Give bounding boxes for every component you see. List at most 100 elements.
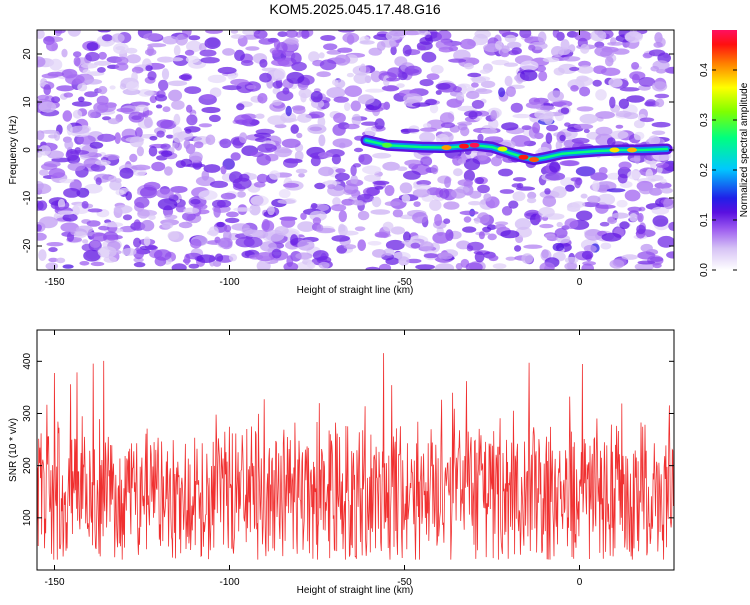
- noise-cell: [131, 71, 138, 83]
- noise-cell: [598, 167, 608, 175]
- noise-cell: [419, 79, 434, 87]
- figure-title: KOM5.2025.045.17.48.G16: [269, 1, 440, 17]
- noise-cell: [656, 166, 663, 174]
- noise-cell: [62, 213, 78, 222]
- noise-cell: [463, 62, 474, 70]
- noise-cell: [249, 204, 261, 216]
- noise-cell: [443, 218, 451, 224]
- noise-cell: [539, 262, 555, 270]
- noise-cell: [312, 217, 322, 225]
- noise-cell: [378, 263, 392, 270]
- x-tick-label: 0: [577, 577, 583, 588]
- noise-cell: [526, 197, 537, 204]
- noise-cell: [469, 190, 482, 199]
- noise-cell: [290, 234, 299, 246]
- heatmap-signal-track: [360, 134, 673, 166]
- noise-cell: [544, 188, 551, 195]
- noise-cell: [43, 84, 51, 96]
- noise-cell: [73, 231, 87, 239]
- noise-cell: [577, 65, 594, 74]
- track-peak: [441, 145, 452, 151]
- noise-cell: [204, 37, 221, 49]
- noise-cell: [97, 133, 116, 142]
- snr-y-axis: 100 200 300 400: [22, 353, 674, 526]
- noise-cell: [624, 189, 641, 202]
- noise-cell: [650, 160, 657, 170]
- track-peak: [469, 142, 480, 148]
- noise-cell: [359, 63, 367, 75]
- noise-cell: [538, 207, 555, 218]
- noise-cell: [436, 30, 452, 41]
- noise-cell: [575, 76, 594, 87]
- noise-cell: [222, 85, 242, 91]
- noise-cell: [487, 233, 497, 241]
- noise-cell: [611, 212, 629, 219]
- noise-cell: [312, 250, 329, 261]
- noise-cell: [419, 131, 436, 143]
- noise-cell: [534, 109, 554, 120]
- noise-cell: [421, 51, 437, 63]
- noise-cell: [145, 90, 155, 96]
- noise-cell: [136, 146, 144, 157]
- noise-cell: [54, 30, 66, 34]
- noise-cell: [272, 99, 282, 106]
- noise-cell: [38, 145, 51, 156]
- noise-cell: [219, 138, 232, 149]
- noise-cell: [310, 203, 318, 209]
- noise-cell: [339, 230, 359, 236]
- heatmap-y-axis-label: Frequency (Hz): [8, 116, 19, 185]
- noise-cell: [147, 71, 157, 81]
- noise-cell: [338, 210, 347, 223]
- noise-cell: [385, 239, 405, 251]
- noise-cell: [344, 85, 363, 97]
- noise-cell: [501, 206, 513, 216]
- noise-cell: [488, 254, 499, 262]
- noise-cell: [37, 56, 46, 68]
- noise-cell: [245, 46, 260, 51]
- noise-cell: [571, 201, 586, 208]
- noise-cell: [456, 240, 471, 250]
- snr-y-axis-label: SNR (10 * v/v): [8, 418, 19, 482]
- noise-cell: [255, 113, 265, 119]
- noise-cell: [637, 212, 644, 223]
- noise-cell: [370, 209, 391, 215]
- noise-cell: [621, 254, 638, 260]
- noise-cell: [521, 253, 534, 264]
- noise-cell: [148, 146, 158, 157]
- noise-cell: [401, 194, 411, 203]
- noise-cell: [97, 30, 111, 33]
- noise-cell: [435, 90, 442, 95]
- noise-cell: [651, 206, 670, 215]
- noise-cell: [95, 177, 102, 186]
- noise-cell: [170, 57, 184, 62]
- noise-cell: [140, 186, 158, 199]
- noise-cell: [164, 166, 173, 176]
- noise-cell: [267, 205, 275, 216]
- noise-cell: [106, 235, 117, 241]
- noise-cell: [663, 198, 674, 210]
- noise-cell: [230, 78, 250, 86]
- noise-cell: [580, 193, 588, 199]
- noise-cell: [350, 164, 357, 177]
- noise-cell: [161, 150, 173, 157]
- noise-cell: [597, 193, 616, 206]
- noise-cell: [294, 150, 304, 162]
- noise-cell: [285, 105, 292, 117]
- noise-cell: [220, 165, 227, 175]
- noise-cell: [217, 237, 233, 248]
- noise-cell: [281, 138, 301, 148]
- noise-cell: [184, 86, 202, 94]
- noise-cell: [137, 209, 150, 219]
- noise-cell: [82, 239, 89, 244]
- noise-cell: [574, 30, 592, 42]
- noise-cell: [259, 59, 268, 68]
- noise-cell: [276, 42, 288, 54]
- noise-cell: [233, 207, 253, 212]
- noise-cell: [189, 151, 203, 163]
- noise-cell: [277, 199, 296, 204]
- noise-cell: [438, 252, 453, 260]
- noise-cell: [490, 156, 503, 167]
- noise-cell: [457, 105, 478, 112]
- noise-cell: [308, 111, 325, 119]
- noise-cell: [511, 183, 522, 188]
